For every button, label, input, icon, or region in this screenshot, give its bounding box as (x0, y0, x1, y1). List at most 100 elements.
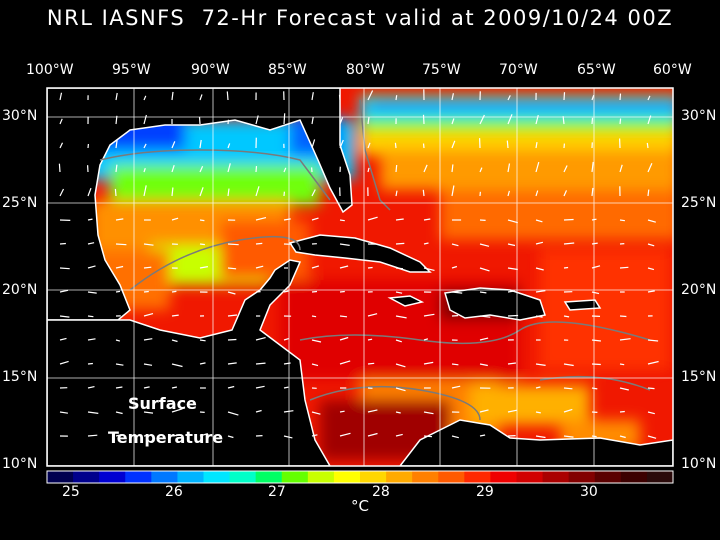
current-arrow (59, 188, 65, 197)
current-arrow (423, 435, 433, 438)
colorbar-swatch (542, 471, 570, 483)
current-arrow (171, 290, 177, 293)
current-arrow (199, 243, 205, 246)
current-arrow (479, 434, 486, 437)
current-arrow (563, 315, 570, 318)
current-arrow (563, 218, 574, 221)
current-arrow (255, 409, 262, 413)
current-arrow (367, 266, 373, 269)
current-arrow (367, 167, 370, 173)
colorbar-swatch (516, 471, 544, 483)
colorbar-swatch (412, 471, 439, 483)
current-arrow (507, 95, 511, 101)
current-arrow (395, 267, 404, 270)
lat-label-right: 30°N (681, 108, 717, 124)
current-arrow (59, 92, 63, 101)
current-arrow (143, 363, 153, 366)
current-arrow (227, 385, 235, 389)
current-arrow (283, 218, 291, 221)
current-arrow (87, 338, 96, 341)
current-arrow (451, 435, 459, 439)
current-arrow (255, 362, 266, 365)
lon-label: 70°W (499, 62, 538, 78)
current-arrow (226, 91, 229, 101)
current-arrow (507, 409, 518, 413)
current-arrow (647, 267, 655, 271)
colorbar-swatch (229, 471, 257, 483)
current-arrow (479, 243, 490, 247)
colorbar-tick-label: 29 (476, 484, 494, 500)
current-arrow (507, 267, 518, 271)
colorbar-swatch (490, 471, 517, 483)
current-arrow (451, 185, 455, 197)
current-arrow (507, 163, 511, 173)
current-arrow (479, 363, 488, 367)
current-arrow (339, 290, 345, 293)
current-arrow (115, 434, 123, 437)
current-arrow (423, 411, 434, 415)
current-arrow (619, 387, 629, 391)
current-arrow (143, 290, 149, 293)
current-arrow (59, 411, 68, 414)
current-arrow (619, 266, 629, 269)
current-arrow (115, 265, 124, 269)
current-arrow (423, 361, 434, 365)
current-arrow (619, 118, 622, 125)
current-arrow (451, 265, 458, 269)
lon-label: 90°W (191, 62, 230, 78)
current-arrow (283, 435, 293, 439)
current-arrow (283, 386, 289, 389)
lat-label-left: 20°N (2, 282, 38, 298)
current-arrow (535, 161, 540, 173)
current-arrow (647, 411, 655, 415)
current-arrow (479, 315, 491, 318)
lon-label: 60°W (653, 62, 692, 78)
overlay-label-line1: Surface (128, 394, 197, 413)
lon-label: 95°W (112, 62, 151, 78)
current-arrow (535, 267, 544, 271)
current-arrow (87, 315, 94, 318)
lat-label-left: 25°N (2, 195, 38, 211)
lat-label-right: 15°N (681, 369, 717, 385)
map-frame (46, 87, 674, 467)
current-arrow (535, 386, 541, 389)
colorbar-swatch (568, 471, 596, 483)
current-arrow (59, 289, 69, 293)
lat-label-right: 10°N (681, 456, 717, 472)
current-arrow (563, 92, 566, 101)
current-arrow (535, 435, 546, 439)
current-arrow (115, 92, 118, 101)
current-arrow (143, 386, 150, 389)
colorbar-swatch (646, 471, 674, 483)
current-arrow (311, 92, 314, 101)
current-arrow (619, 164, 623, 173)
current-arrow (563, 408, 573, 413)
current-arrow (479, 167, 483, 173)
colorbar-swatch (203, 471, 231, 483)
current-arrow (423, 164, 428, 173)
current-arrow (198, 116, 201, 125)
current-arrow (255, 337, 266, 341)
current-arrow (563, 435, 574, 438)
current-arrow (423, 218, 431, 221)
current-arrow (115, 363, 124, 366)
current-arrow (619, 93, 622, 101)
current-arrow (199, 219, 205, 222)
overlay-label-line2: Temperature (108, 428, 224, 447)
current-arrow (422, 143, 425, 149)
current-arrow (311, 217, 319, 221)
current-arrow (143, 95, 147, 101)
lon-label: 100°W (26, 62, 74, 78)
current-arrow (339, 265, 349, 269)
current-arrow (311, 139, 316, 149)
current-arrow (451, 164, 454, 173)
current-arrow (199, 165, 204, 173)
colorbar-tick-label: 25 (62, 484, 80, 500)
current-arrow (563, 190, 568, 197)
lat-lon-grid (47, 88, 673, 466)
current-arrow (143, 313, 154, 317)
current-arrow (395, 433, 403, 437)
colorbar-swatch (255, 471, 283, 483)
current-arrow (227, 362, 237, 365)
